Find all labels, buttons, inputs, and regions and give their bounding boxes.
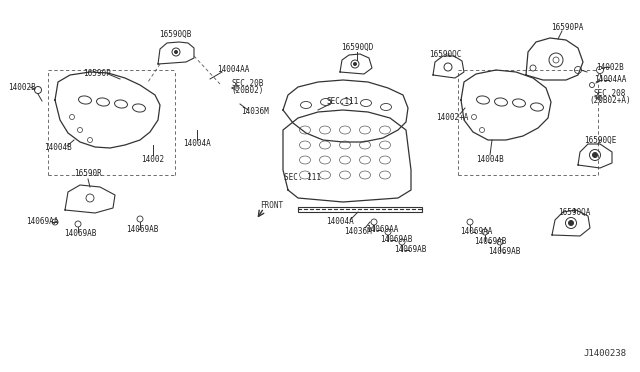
- Text: 14069AA: 14069AA: [460, 228, 492, 237]
- Text: SEC.208: SEC.208: [594, 90, 626, 99]
- Text: SEC. 111: SEC. 111: [285, 173, 321, 183]
- Text: 14069AA: 14069AA: [366, 225, 398, 234]
- Text: 16590QE: 16590QE: [584, 135, 616, 144]
- Text: 14004A: 14004A: [183, 140, 211, 148]
- Text: 16590PA: 16590PA: [551, 22, 583, 32]
- Text: 14069AB: 14069AB: [126, 224, 158, 234]
- Circle shape: [353, 62, 356, 65]
- Text: 16590QA: 16590QA: [558, 208, 590, 217]
- Text: 14069AB: 14069AB: [488, 247, 520, 257]
- Text: 16590QB: 16590QB: [159, 29, 191, 38]
- Text: 14069AB: 14069AB: [474, 237, 506, 247]
- Text: 14069AB: 14069AB: [394, 246, 426, 254]
- Circle shape: [568, 221, 573, 225]
- Bar: [298, 207, 422, 212]
- Circle shape: [593, 153, 598, 157]
- Text: (20B02): (20B02): [232, 87, 264, 96]
- Text: SEC.111: SEC.111: [327, 97, 359, 106]
- Text: 16590QD: 16590QD: [341, 42, 373, 51]
- Circle shape: [175, 51, 177, 54]
- Text: 14036M: 14036M: [344, 227, 372, 235]
- Text: 14004AA: 14004AA: [217, 65, 249, 74]
- Text: 14036M: 14036M: [241, 108, 269, 116]
- Text: 14002B: 14002B: [596, 62, 624, 71]
- Text: 14004AA: 14004AA: [594, 76, 626, 84]
- Text: 16590QC: 16590QC: [429, 49, 461, 58]
- Text: 14004A: 14004A: [326, 218, 354, 227]
- Text: 14002: 14002: [141, 155, 164, 164]
- Text: 14002+A: 14002+A: [436, 112, 468, 122]
- Text: 16590P: 16590P: [83, 70, 111, 78]
- Text: FRONT: FRONT: [260, 201, 284, 209]
- Text: 14069AB: 14069AB: [380, 235, 412, 244]
- Text: J1400238: J1400238: [584, 350, 627, 359]
- Text: 14069AA: 14069AA: [26, 218, 58, 227]
- Text: (20B02+A): (20B02+A): [589, 96, 631, 106]
- Text: 16590R: 16590R: [74, 170, 102, 179]
- Text: SEC.20B: SEC.20B: [232, 80, 264, 89]
- Text: 14004B: 14004B: [44, 144, 72, 153]
- Text: 14002B: 14002B: [8, 83, 36, 92]
- Text: 14004B: 14004B: [476, 155, 504, 164]
- Text: 14069AB: 14069AB: [64, 230, 96, 238]
